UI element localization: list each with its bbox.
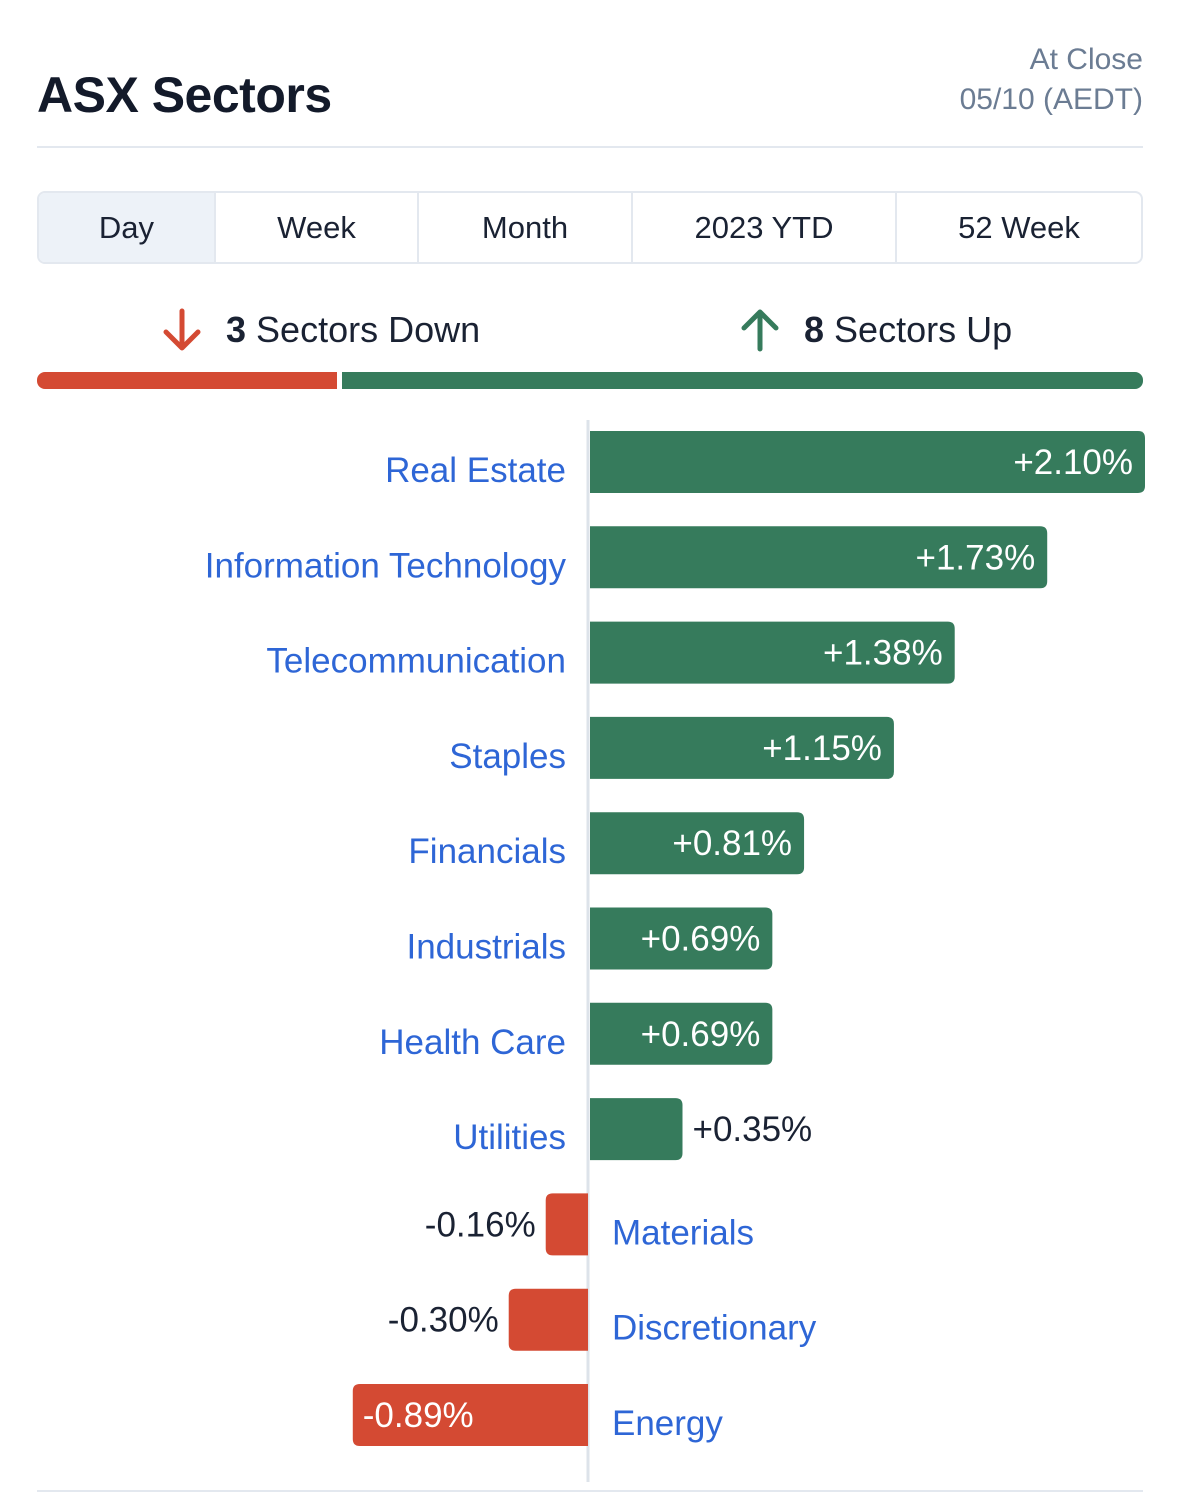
bar: [590, 621, 955, 684]
data-label: -0.89%: [363, 1396, 474, 1435]
market-status-label: At Close: [1029, 43, 1143, 76]
data-label: +1.73%: [916, 538, 1036, 577]
sectors-up-summary: 8 Sectors Up: [738, 300, 1012, 360]
data-label: -0.30%: [388, 1301, 499, 1340]
data-label: +0.35%: [693, 1110, 813, 1149]
data-label: +1.15%: [762, 729, 882, 768]
sector-link[interactable]: Utilities: [453, 1118, 566, 1157]
bar: [590, 1098, 683, 1161]
sectors-down-count: 3: [226, 309, 247, 350]
sector-link[interactable]: Information Technology: [205, 546, 567, 585]
sectors-down-summary: 3 Sectors Down: [160, 300, 480, 360]
bar: [590, 431, 1145, 493]
decline-segment: [37, 372, 337, 389]
bar: [352, 1384, 588, 1446]
tab-month[interactable]: Month: [419, 193, 633, 262]
period-tabs: Day Week Month 2023 YTD 52 Week: [37, 191, 1143, 264]
arrow-up-icon: [741, 309, 779, 352]
footer-divider: [37, 1490, 1143, 1492]
sector-link[interactable]: Industrials: [406, 928, 566, 967]
bar: [590, 907, 773, 970]
market-status-date: 05/10 (AEDT): [959, 83, 1143, 116]
bar: [508, 1288, 588, 1351]
sector-link[interactable]: Staples: [449, 737, 566, 776]
data-label: +2.10%: [1013, 443, 1133, 482]
sector-link[interactable]: Financials: [408, 832, 566, 871]
sectors-down-label: Sectors Down: [256, 309, 481, 350]
data-label: +0.69%: [641, 1015, 761, 1054]
advance-decline-bar: [37, 372, 1143, 389]
tab-week[interactable]: Week: [216, 193, 419, 262]
sector-link[interactable]: Materials: [612, 1213, 754, 1252]
data-label: +0.69%: [641, 920, 761, 959]
sectors-up-count: 8: [804, 309, 825, 350]
bar: [590, 716, 894, 779]
sector-link[interactable]: Discretionary: [612, 1309, 817, 1348]
data-label: -0.16%: [425, 1205, 536, 1244]
market-status: At Close 05/10 (AEDT): [960, 40, 1143, 120]
tab-day[interactable]: Day: [39, 193, 216, 262]
sector-link[interactable]: Energy: [612, 1404, 723, 1443]
sector-link[interactable]: Telecommunication: [266, 642, 566, 681]
sectors-up-label: Sectors Up: [834, 309, 1013, 350]
bar: [590, 812, 805, 875]
bar: [545, 1193, 588, 1256]
page-title: ASX Sectors: [37, 67, 332, 123]
tab-52-week[interactable]: 52 Week: [958, 209, 1080, 245]
sector-link[interactable]: Health Care: [379, 1023, 566, 1062]
data-label: +0.81%: [672, 824, 792, 863]
bar: [590, 526, 1048, 589]
bar: [590, 1002, 773, 1065]
header: ASX Sectors At Close 05/10 (AEDT): [37, 0, 1143, 148]
sector-link[interactable]: Real Estate: [385, 451, 566, 490]
tab-2023-ytd[interactable]: 2023 YTD: [633, 193, 897, 262]
arrow-down-icon: [163, 308, 201, 351]
advance-segment: [342, 372, 1143, 389]
data-label: +1.38%: [823, 634, 943, 673]
